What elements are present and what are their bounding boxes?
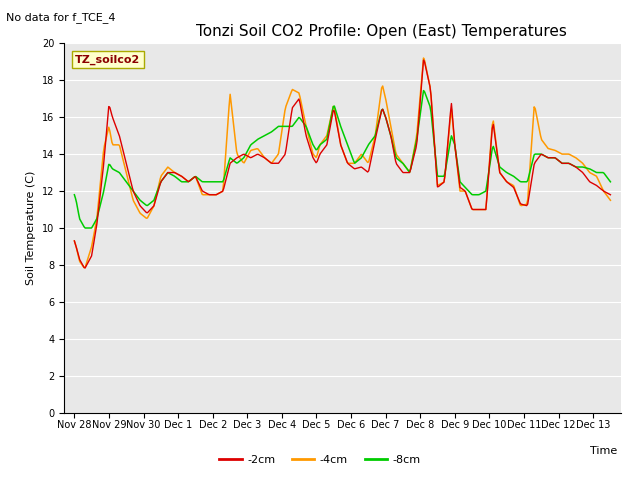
Text: No data for f_TCE_4: No data for f_TCE_4 bbox=[6, 12, 116, 23]
Title: Tonzi Soil CO2 Profile: Open (East) Temperatures: Tonzi Soil CO2 Profile: Open (East) Temp… bbox=[196, 24, 567, 39]
Y-axis label: Soil Temperature (C): Soil Temperature (C) bbox=[26, 171, 36, 285]
X-axis label: Time: Time bbox=[591, 446, 618, 456]
Legend: -2cm, -4cm, -8cm: -2cm, -4cm, -8cm bbox=[215, 451, 425, 469]
Text: TZ_soilco2: TZ_soilco2 bbox=[75, 54, 140, 64]
